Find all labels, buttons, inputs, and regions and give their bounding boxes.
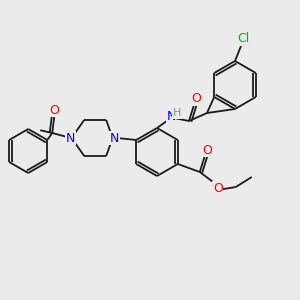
Text: N: N	[65, 131, 75, 145]
Text: Cl: Cl	[237, 32, 249, 46]
Text: H: H	[173, 108, 181, 118]
Text: O: O	[213, 182, 223, 194]
Text: N: N	[166, 110, 176, 122]
Text: O: O	[191, 92, 201, 106]
Text: O: O	[202, 143, 212, 157]
Text: O: O	[49, 103, 59, 116]
Text: N: N	[110, 131, 119, 145]
